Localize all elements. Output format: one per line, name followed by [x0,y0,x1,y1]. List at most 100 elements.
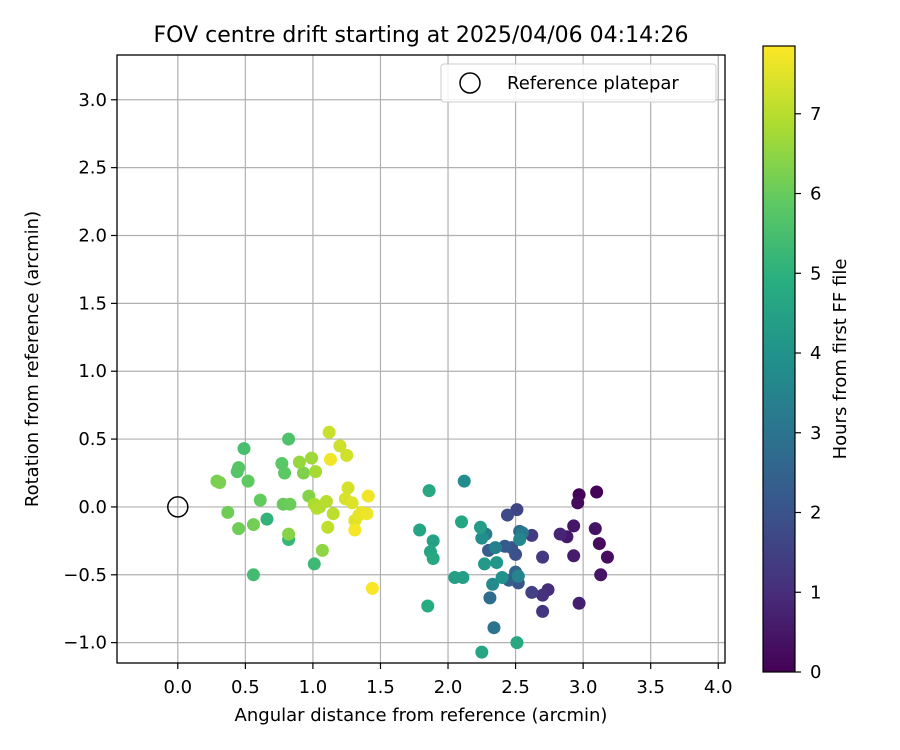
legend-box [440,63,717,103]
scatter-point [572,596,586,610]
colorbar-tick-label: 7 [810,104,821,125]
scatter-point [413,523,427,537]
scatter-point [340,448,354,462]
scatter-point [421,599,435,613]
scatter-point [309,465,323,479]
y-tick-label: −0.5 [63,565,107,586]
scatter-point [455,515,469,529]
scatter-point [588,522,602,536]
scatter-point [246,518,260,532]
y-axis-ticks: −1.0 −0.5 0.0 0.5 1.0 1.5 2.0 2.5 3.0 [63,90,117,654]
y-tick-label: 2.5 [78,158,107,179]
scatter-point [490,556,504,570]
x-tick-label: 0.5 [231,677,260,698]
scatter-point [590,485,604,499]
scatter-point [536,550,550,564]
y-tick-label: 0.5 [78,429,107,450]
scatter-point [241,474,255,488]
scatter-point [513,533,527,546]
chart-title: FOV centre drift starting at 2025/04/06 … [154,23,689,48]
scatter-point [510,503,524,517]
scatter-point [326,507,340,521]
grid-lines [117,55,725,663]
scatter-point [511,569,525,583]
scatter-point [282,432,296,446]
colorbar-tick-label: 2 [810,503,821,524]
scatter-point [360,507,374,521]
legend: Reference platepar [440,63,717,103]
scatter-point [260,512,274,526]
scatter-point [246,568,260,582]
x-tick-label: 3.5 [636,677,665,698]
x-tick-label: 1.0 [299,677,328,698]
scatter-point [232,522,246,536]
scatter-point [221,505,235,519]
x-tick-label: 1.5 [366,677,395,698]
y-tick-label: 2.0 [78,226,107,247]
colorbar-tick-label: 1 [810,582,821,603]
scatter-point [283,497,297,511]
y-tick-label: 3.0 [78,90,107,111]
reference-marker [167,496,189,518]
scatter-point [525,585,539,599]
scatter-point [341,481,355,495]
scatter-point [426,534,440,548]
scatter-point [536,588,550,602]
scatter-point [478,557,492,571]
scatter-point [536,604,550,618]
scatter-point [319,495,333,508]
scatter-point [486,577,500,591]
x-tick-label: 2.5 [501,677,530,698]
x-axis-ticks: 0.0 0.5 1.0 1.5 2.0 2.5 3.0 3.5 4.0 [163,663,733,698]
scatter-point [426,552,440,565]
colorbar-tick-label: 0 [810,662,821,683]
colorbar-tick-label: 6 [810,184,821,205]
colorbar-label: Hours from first FF file [830,259,851,460]
scatter-point [237,442,251,456]
scatter-point [348,523,362,537]
x-tick-label: 0.0 [163,677,192,698]
scatter-point [567,549,581,563]
scatter-point [345,496,359,510]
scatter-point [448,571,462,584]
scatter-point [278,466,292,480]
scatter-point [322,425,336,439]
scatter-point [315,543,329,557]
scatter-point [307,557,321,571]
scatter-point [510,636,524,650]
data-points [210,425,614,659]
scatter-point [473,520,487,534]
colorbar: 0 1 2 3 4 5 6 7 Hours from first FF file [762,45,851,683]
reference-platepar-marker [167,496,189,518]
x-tick-label: 3.0 [569,677,598,698]
colorbar-tick-label: 4 [810,343,821,364]
y-tick-label: 0.0 [78,497,107,518]
legend-entry-reference: Reference platepar [507,73,679,94]
scatter-point [600,550,614,564]
scatter-point [305,451,319,465]
x-axis-label: Angular distance from reference (arcmin) [235,705,608,726]
y-tick-label: 1.5 [78,293,107,314]
x-tick-label: 4.0 [704,677,733,698]
scatter-point [253,493,267,507]
scatter-point [571,496,585,510]
scatter-point [213,476,227,489]
scatter-point [567,519,581,533]
scatter-point [232,461,246,475]
scatter-point [592,537,606,551]
scatter-point [487,621,501,635]
scatter-point [475,531,489,545]
scatter-point [488,541,502,555]
legend-marker-icon [459,72,481,94]
y-tick-label: 1.0 [78,361,107,382]
scatter-point [296,466,310,480]
scatter-point [321,520,335,534]
scatter-point [500,508,514,522]
colorbar-tick-label: 3 [810,423,821,444]
scatter-point [333,439,347,453]
scatter-point [323,452,337,466]
scatter-point [282,527,296,541]
scatter-point [310,501,324,515]
y-axis-label: Rotation from reference (arcmin) [22,211,43,507]
